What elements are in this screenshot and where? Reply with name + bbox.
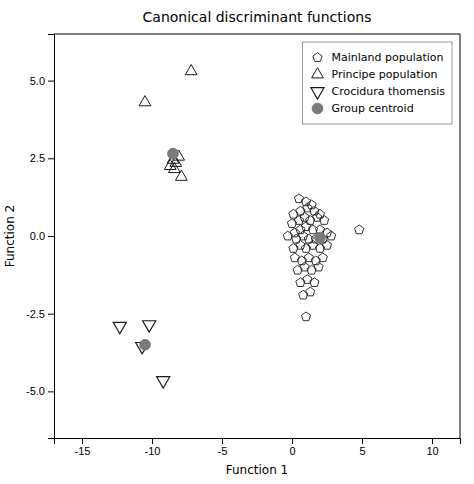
tick-mark: [48, 314, 54, 315]
point: [296, 225, 305, 234]
point: [315, 232, 326, 243]
tick-label: 10: [426, 445, 438, 457]
point: [185, 64, 197, 74]
chart: -15 -10 -5 0 5 10 -5.0 -2.5 0.0 2.5 5.0 Mainland po…: [0, 0, 474, 484]
tick-mark: [432, 438, 433, 444]
point: [301, 312, 310, 321]
legend: Mainland population Principe population Cr…: [303, 42, 453, 124]
tick-label: -5.0: [26, 385, 45, 397]
legend-marker: [313, 53, 322, 62]
point: [355, 225, 364, 234]
tick: 5.0: [30, 75, 54, 87]
legend-marker: [312, 103, 323, 114]
x-axis-title: Function 1: [226, 463, 289, 477]
y-axis: -5.0 -2.5 0.0 2.5 5.0: [26, 35, 54, 439]
x-axis: -15 -10 -5 0 5 10: [55, 438, 461, 457]
series: [113, 321, 170, 388]
tick: 2.5: [30, 152, 54, 164]
point: [176, 170, 188, 180]
tick-mark: [48, 236, 54, 237]
series: [139, 64, 197, 180]
point: [294, 216, 303, 225]
point: [164, 159, 176, 169]
point: [306, 287, 315, 296]
legend-label: Mainland population: [332, 51, 444, 64]
tick-label: 2.5: [30, 152, 45, 164]
tick-mark: [48, 158, 54, 159]
tick: -10: [145, 438, 161, 457]
point: [314, 262, 323, 271]
series: [283, 194, 364, 321]
tick-mark: [82, 438, 83, 444]
frame: [460, 34, 461, 438]
legend-marker: [311, 88, 324, 99]
title: Canonical discriminant functions: [143, 9, 372, 25]
point: [283, 231, 292, 240]
tick-mark: [292, 438, 293, 444]
point: [139, 96, 151, 106]
tick-label: 5: [359, 445, 365, 457]
tick: -5: [218, 438, 228, 457]
frame: [54, 34, 460, 35]
tick-label: -10: [145, 445, 161, 457]
tick-mark: [152, 438, 153, 444]
legend-label: Crocidura thomensis: [332, 85, 446, 98]
tick-label: 5.0: [30, 75, 45, 87]
tick-mark: [222, 438, 223, 444]
y-axis-title: Function 2: [3, 205, 17, 268]
point: [113, 322, 126, 333]
legend-marker: [312, 68, 324, 78]
tick: -2.5: [26, 308, 54, 320]
tick: 0: [289, 438, 295, 457]
tick-label: -15: [75, 445, 91, 457]
tick-label: 0.0: [30, 230, 45, 242]
tick: 5: [359, 438, 365, 457]
tick-label: -5: [218, 445, 228, 457]
point: [157, 377, 170, 388]
tick: 0.0: [30, 230, 54, 242]
point: [140, 339, 151, 350]
point: [327, 231, 336, 240]
point: [169, 162, 181, 172]
legend-label: Group centroid: [332, 102, 414, 115]
point: [318, 253, 327, 262]
axis-line: [55, 439, 461, 445]
legend-box: [303, 42, 453, 124]
point: [320, 216, 329, 225]
tick-mark: [362, 438, 363, 444]
legend-label: Principe population: [332, 68, 438, 81]
tick-mark: [48, 81, 54, 82]
point: [168, 148, 179, 159]
axis-line: [48, 35, 55, 439]
tick: 10: [426, 438, 438, 457]
tick: -5.0: [26, 385, 54, 397]
tick-mark: [48, 391, 54, 392]
tick-label: 0: [289, 445, 295, 457]
point: [310, 278, 319, 287]
tick-label: -2.5: [26, 308, 45, 320]
series: [140, 148, 326, 350]
plot-area: -15 -10 -5 0 5 10 -5.0 -2.5 0.0 2.5 5.0 Mainland po…: [26, 34, 460, 457]
tick: -15: [75, 438, 91, 457]
point: [143, 321, 156, 332]
